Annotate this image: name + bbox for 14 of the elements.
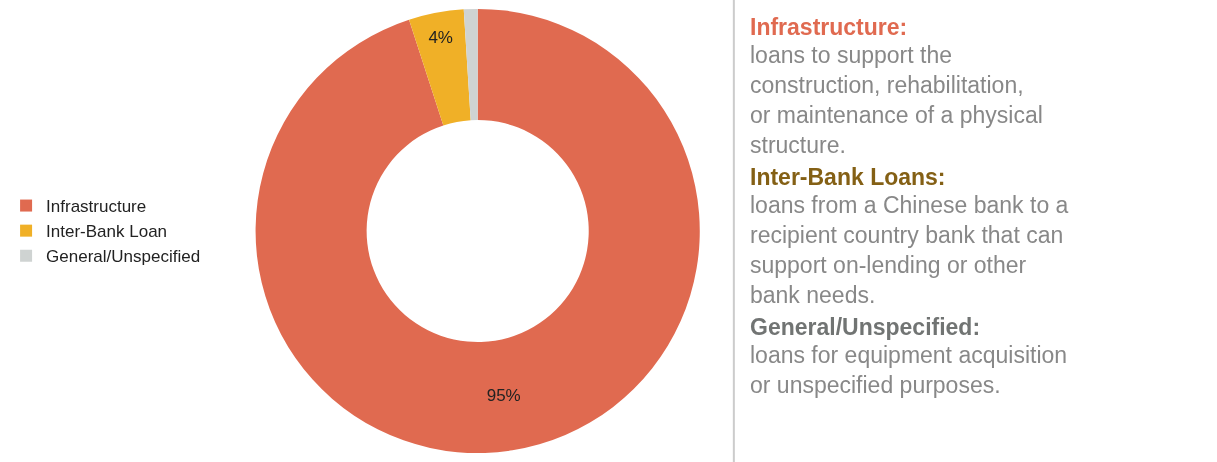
- data-label: 95%: [486, 386, 521, 406]
- legend-label: General/Unspecified: [46, 247, 201, 267]
- donut-slice: [463, 8, 478, 121]
- legend-label: Infrastructure: [46, 197, 147, 217]
- text: General/Unspecified:: [750, 314, 981, 340]
- data-label: 4%: [428, 27, 453, 47]
- text: loans from a Chinese bank to a recipient country bank that can support on-lending or other bank needs.: [750, 192, 1069, 308]
- text: Infrastructure:: [750, 14, 908, 40]
- text: loans to support the construction, rehabilitation, or maintenance of a physical structure.: [750, 42, 1043, 158]
- donut-slice: [255, 8, 700, 454]
- text: Inter-Bank Loans:: [750, 164, 946, 190]
- donut-slice: [409, 9, 471, 126]
- text: loans for equipment acquisition or unspecified purposes.: [750, 342, 1068, 398]
- legend-label: Inter-Bank Loan: [46, 222, 168, 242]
